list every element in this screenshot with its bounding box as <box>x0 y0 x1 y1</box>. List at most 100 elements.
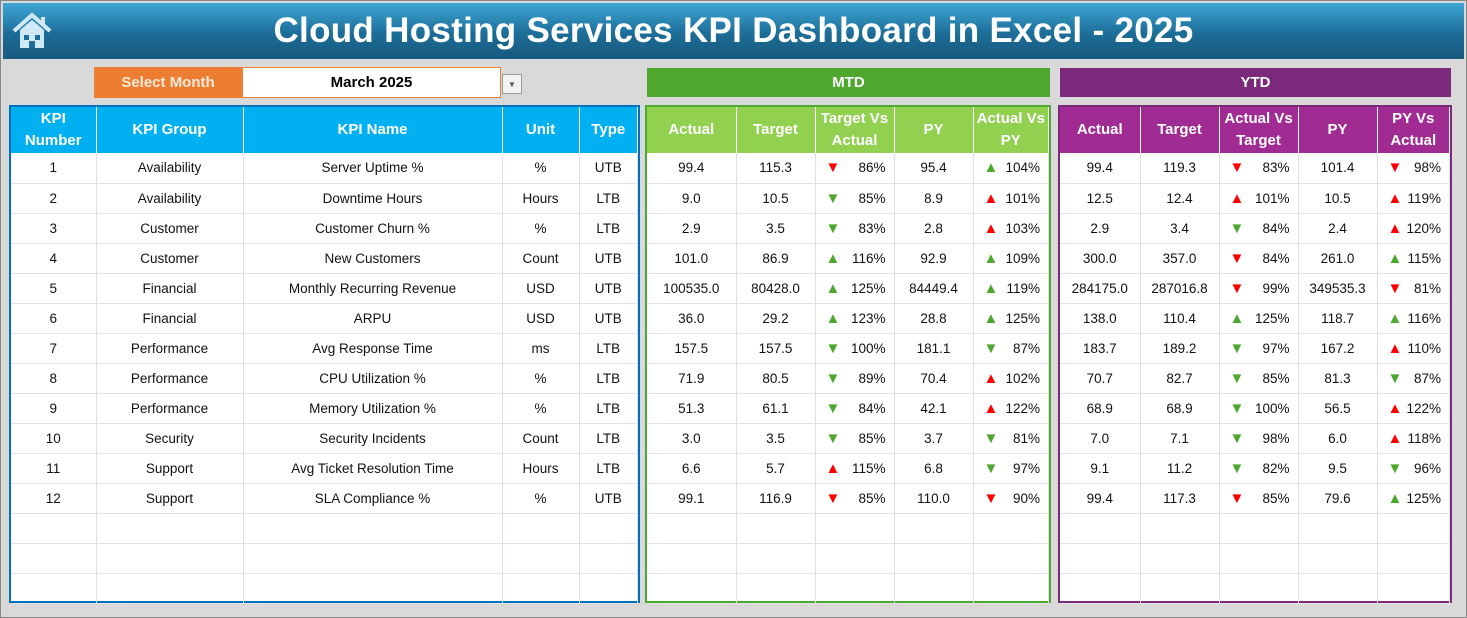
mtd-cell: ▲ 125% <box>973 303 1049 334</box>
percent-value: 98% <box>1413 160 1441 176</box>
mtd-cell: ▼ 90% <box>973 483 1049 514</box>
ytd-cell: ▼ 99% <box>1219 273 1299 304</box>
triangle-up-icon: ▲ <box>983 249 999 267</box>
empty-cell <box>736 573 816 604</box>
chevron-down-icon[interactable]: ▼ <box>502 74 522 94</box>
table-row: 70.7 82.7 ▼ 85% 81.3 ▼ 87% <box>1060 363 1450 394</box>
empty-cell <box>1377 513 1450 544</box>
ytd-cell: ▼ 84% <box>1219 243 1299 274</box>
triangle-down-icon: ▼ <box>1229 219 1245 237</box>
ytd-cell: 99.4 <box>1060 483 1141 514</box>
month-select[interactable]: March 2025 <box>242 67 501 98</box>
triangle-down-icon: ▼ <box>1229 369 1245 387</box>
triangle-down-icon: ▼ <box>1229 249 1245 267</box>
mtd-cell: 6.6 <box>647 453 737 484</box>
percent-value: 99% <box>1262 280 1290 296</box>
ytd-cell: ▼ 84% <box>1219 213 1299 244</box>
title-bar: Cloud Hosting Services KPI Dashboard in … <box>3 3 1464 59</box>
triangle-up-icon: ▲ <box>825 309 841 327</box>
empty-cell <box>502 573 580 604</box>
empty-cell <box>973 543 1049 574</box>
column-header: Target <box>736 107 816 153</box>
mtd-cell: 99.4 <box>647 153 737 184</box>
mtd-cell: ▼ 83% <box>815 213 895 244</box>
kpi-cell: UTB <box>579 243 638 274</box>
table-row: 1 Availability Server Uptime %% UTB <box>11 153 638 184</box>
ytd-cell: 68.9 <box>1060 393 1141 424</box>
triangle-down-icon: ▼ <box>983 429 999 447</box>
table-row: 7 Performance Avg Response Time ms LTB <box>11 333 638 364</box>
triangle-up-icon: ▲ <box>1229 309 1245 327</box>
empty-cell <box>579 543 638 574</box>
dashboard-title: Cloud Hosting Services KPI Dashboard in … <box>273 11 1194 50</box>
empty-cell <box>11 573 97 604</box>
ytd-cell: ▲ 116% <box>1377 303 1450 334</box>
select-month-label: Select Month <box>94 67 242 98</box>
percent-value: 116% <box>851 250 886 266</box>
mtd-cell: ▲ 115% <box>815 453 895 484</box>
percent-value: 116% <box>1407 310 1441 326</box>
kpi-cell: Support <box>96 483 244 514</box>
empty-cell <box>579 573 638 604</box>
ytd-cell: 82.7 <box>1140 363 1220 394</box>
percent-value: 125% <box>1406 490 1441 506</box>
triangle-up-icon: ▲ <box>983 399 999 417</box>
table-row: 12.5 12.4 ▲ 101% 10.5 ▲ 119% <box>1060 183 1450 214</box>
percent-value: 101% <box>1254 190 1290 206</box>
triangle-down-icon: ▼ <box>983 339 999 357</box>
ytd-cell: 300.0 <box>1060 243 1141 274</box>
mtd-cell: ▲ 109% <box>973 243 1049 274</box>
kpi-cell: Avg Ticket Resolution Time <box>243 453 503 484</box>
empty-cell <box>1298 513 1378 544</box>
empty-cell <box>815 543 895 574</box>
percent-value: 115% <box>1407 250 1441 266</box>
percent-value: 104% <box>1005 160 1040 176</box>
triangle-up-icon: ▲ <box>983 219 999 237</box>
mtd-cell: ▲ 122% <box>973 393 1049 424</box>
ytd-cell: 7.0 <box>1060 423 1141 454</box>
percent-value: 110% <box>1407 340 1441 356</box>
mtd-cell: 2.9 <box>647 213 737 244</box>
percent-value: 84% <box>1262 250 1290 266</box>
mtd-cell: 3.5 <box>736 423 816 454</box>
empty-row <box>11 513 638 544</box>
kpi-cell: 4 <box>11 243 97 274</box>
triangle-up-icon: ▲ <box>983 309 999 327</box>
ytd-cell: 357.0 <box>1140 243 1220 274</box>
kpi-cell: Financial <box>96 273 244 304</box>
ytd-cell: 68.9 <box>1140 393 1220 424</box>
empty-cell <box>736 513 816 544</box>
ytd-cell: ▼ 98% <box>1377 153 1450 184</box>
table-row: 2 Availability Downtime Hours Hours LTB <box>11 183 638 214</box>
percent-value: 84% <box>1262 220 1290 236</box>
mtd-cell: 95.4 <box>894 153 974 184</box>
empty-cell <box>96 573 244 604</box>
percent-value: 125% <box>1005 310 1040 326</box>
mtd-cell: ▼ 89% <box>815 363 895 394</box>
kpi-cell: % <box>502 393 580 424</box>
table-row: 284175.0 287016.8 ▼ 99% 349535.3 ▼ 81% <box>1060 273 1450 304</box>
percent-value: 122% <box>1005 400 1040 416</box>
kpi-cell: Count <box>502 243 580 274</box>
mtd-cell: 100535.0 <box>647 273 737 304</box>
mtd-cell: 51.3 <box>647 393 737 424</box>
triangle-up-icon: ▲ <box>1387 309 1403 327</box>
kpi-cell: Performance <box>96 333 244 364</box>
ytd-cell: ▲ 125% <box>1377 483 1450 514</box>
kpi-cell: UTB <box>579 153 638 184</box>
home-icon[interactable] <box>11 11 53 51</box>
mtd-cell: ▼ 100% <box>815 333 895 364</box>
ytd-cell: ▲ 110% <box>1377 333 1450 364</box>
mtd-cell: ▼ 84% <box>815 393 895 424</box>
empty-cell <box>647 573 737 604</box>
percent-value: 90% <box>1012 490 1040 506</box>
percent-value: 115% <box>851 460 886 476</box>
percent-value: 120% <box>1406 220 1441 236</box>
triangle-down-icon: ▼ <box>1387 159 1403 177</box>
empty-cell <box>96 513 244 544</box>
column-header: KPI Name <box>243 107 503 153</box>
mtd-cell: ▼ 87% <box>973 333 1049 364</box>
table-row: 99.4 115.3 ▼ 86% 95.4 ▲ 104% <box>647 153 1049 184</box>
empty-cell <box>894 513 974 544</box>
ytd-cell: 7.1 <box>1140 423 1220 454</box>
